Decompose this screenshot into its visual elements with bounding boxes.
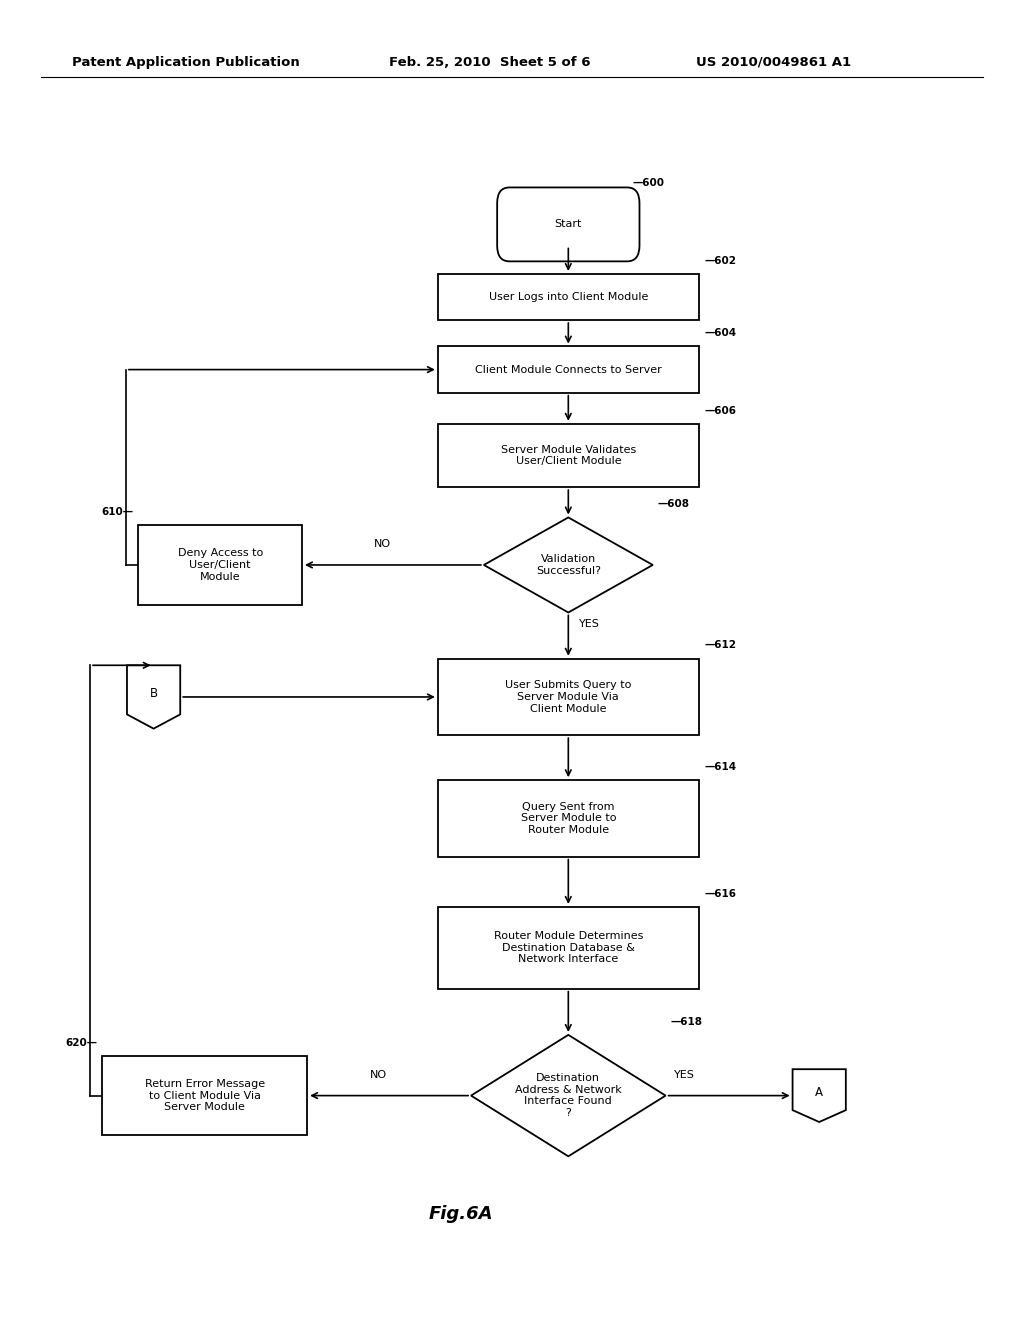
FancyBboxPatch shape bbox=[438, 346, 699, 393]
Text: Router Module Determines
Destination Database &
Network Interface: Router Module Determines Destination Dat… bbox=[494, 931, 643, 965]
FancyBboxPatch shape bbox=[498, 187, 639, 261]
Text: Deny Access to
User/Client
Module: Deny Access to User/Client Module bbox=[177, 548, 263, 582]
Text: NO: NO bbox=[374, 539, 391, 549]
Text: —604: —604 bbox=[705, 329, 736, 338]
Text: NO: NO bbox=[371, 1069, 387, 1080]
Text: US 2010/0049861 A1: US 2010/0049861 A1 bbox=[696, 55, 851, 69]
Text: —614: —614 bbox=[705, 762, 736, 772]
Text: Query Sent from
Server Module to
Router Module: Query Sent from Server Module to Router … bbox=[520, 801, 616, 836]
Text: B: B bbox=[150, 688, 158, 701]
Text: Feb. 25, 2010  Sheet 5 of 6: Feb. 25, 2010 Sheet 5 of 6 bbox=[389, 55, 591, 69]
Text: Destination
Address & Network
Interface Found
?: Destination Address & Network Interface … bbox=[515, 1073, 622, 1118]
Text: —616: —616 bbox=[705, 888, 736, 899]
FancyBboxPatch shape bbox=[438, 780, 699, 857]
Text: Server Module Validates
User/Client Module: Server Module Validates User/Client Modu… bbox=[501, 445, 636, 466]
FancyBboxPatch shape bbox=[138, 525, 302, 605]
FancyBboxPatch shape bbox=[438, 659, 699, 735]
Text: Patent Application Publication: Patent Application Publication bbox=[72, 55, 299, 69]
FancyBboxPatch shape bbox=[438, 273, 699, 319]
Text: —612: —612 bbox=[705, 640, 736, 651]
Text: 620—: 620— bbox=[66, 1038, 97, 1048]
Text: Validation
Successful?: Validation Successful? bbox=[536, 554, 601, 576]
Text: —606: —606 bbox=[705, 405, 736, 416]
Text: —600: —600 bbox=[633, 178, 665, 189]
Text: —602: —602 bbox=[705, 256, 736, 265]
Text: User Submits Query to
Server Module Via
Client Module: User Submits Query to Server Module Via … bbox=[505, 680, 632, 714]
Text: Return Error Message
to Client Module Via
Server Module: Return Error Message to Client Module Vi… bbox=[144, 1078, 265, 1113]
FancyBboxPatch shape bbox=[438, 424, 699, 487]
FancyBboxPatch shape bbox=[438, 907, 699, 989]
Text: —608: —608 bbox=[658, 499, 690, 510]
Text: YES: YES bbox=[579, 619, 599, 630]
Text: —618: —618 bbox=[671, 1016, 702, 1027]
Text: YES: YES bbox=[674, 1069, 694, 1080]
Text: Client Module Connects to Server: Client Module Connects to Server bbox=[475, 364, 662, 375]
Text: 610—: 610— bbox=[101, 507, 133, 517]
Text: User Logs into Client Module: User Logs into Client Module bbox=[488, 292, 648, 302]
Text: A: A bbox=[815, 1086, 823, 1100]
Text: Fig.6A: Fig.6A bbox=[429, 1205, 493, 1224]
Polygon shape bbox=[793, 1069, 846, 1122]
Text: Start: Start bbox=[555, 219, 582, 230]
Polygon shape bbox=[471, 1035, 666, 1156]
Polygon shape bbox=[484, 517, 653, 612]
Polygon shape bbox=[127, 665, 180, 729]
FancyBboxPatch shape bbox=[102, 1056, 307, 1135]
